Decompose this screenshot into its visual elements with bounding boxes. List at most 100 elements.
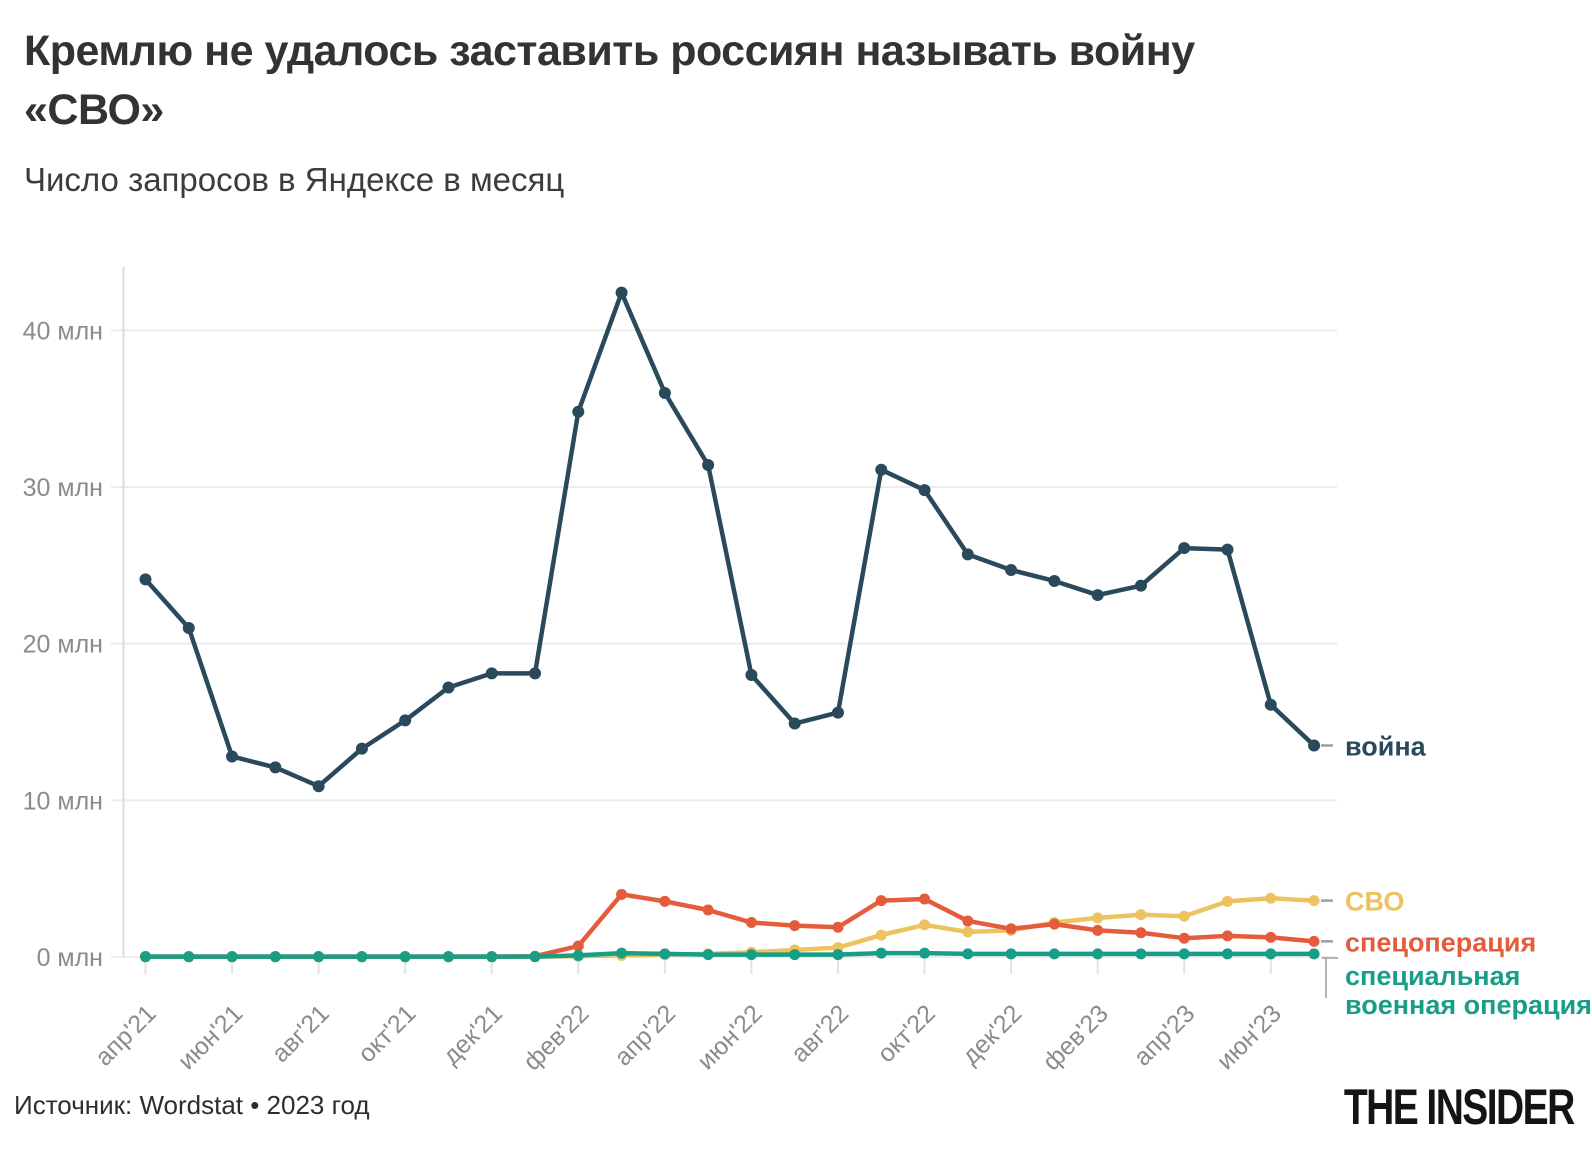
series-1-point — [1092, 912, 1104, 924]
series-3-point — [572, 949, 584, 961]
series-0-point — [269, 761, 282, 774]
series-0-point — [1134, 579, 1147, 592]
legend-label-3: специальная — [1345, 961, 1520, 991]
series-1-point — [1135, 909, 1147, 921]
series-2-point — [572, 940, 584, 952]
series-3-point — [269, 951, 281, 963]
series-2-point — [789, 920, 801, 932]
series-0-point — [1308, 739, 1321, 752]
series-0-point — [226, 750, 239, 763]
series-0-point — [875, 463, 888, 476]
series-2-point — [1265, 931, 1277, 943]
series-0-point — [658, 386, 671, 399]
series-3-point — [1135, 948, 1147, 960]
series-2-point — [616, 888, 628, 900]
series-3-point — [962, 948, 974, 960]
series-1-point — [1178, 910, 1190, 922]
series-3-point — [659, 948, 671, 960]
series-3-point — [1005, 948, 1017, 960]
series-2-point — [962, 915, 974, 927]
series-2-point — [702, 904, 714, 916]
series-1-point — [962, 926, 974, 938]
legend-label-2: спецоперация — [1345, 927, 1536, 957]
series-3-point — [226, 951, 238, 963]
series-2-point — [875, 895, 887, 907]
series-3-point — [1178, 948, 1190, 960]
chart-subtitle: Число запросов в Яндексе в месяц — [24, 160, 565, 198]
series-3-point — [1222, 948, 1233, 960]
y-tick-label: 30 млн — [23, 474, 103, 502]
x-tick-label: окт'21 — [353, 999, 422, 1068]
chart-header: Кремлю не удалось заставить россиян назы… — [24, 22, 1564, 199]
series-0-point — [442, 681, 455, 694]
x-tick-label: апр'23 — [1128, 999, 1200, 1070]
series-2-point — [832, 921, 844, 933]
series-3-point — [356, 951, 368, 963]
x-tick-label: фев'22 — [518, 999, 595, 1070]
x-tick-label: июн'22 — [692, 999, 768, 1070]
series-0-point — [788, 717, 801, 730]
series-2-point — [1005, 923, 1017, 935]
series-2-point — [1308, 935, 1320, 947]
series-0-point — [615, 286, 628, 299]
series-2-line — [143, 892, 1317, 959]
series-0-point — [399, 714, 412, 727]
x-tick-label: июн'21 — [173, 999, 249, 1070]
series-0-point — [831, 706, 844, 719]
y-tick-label: 40 млн — [23, 317, 103, 345]
series-1-line — [143, 895, 1317, 959]
source-note: Источник: Wordstat • 2023 год — [14, 1090, 370, 1120]
series-1-point — [1308, 895, 1320, 907]
series-3-point — [313, 951, 325, 963]
series-1-point — [1265, 892, 1277, 904]
series-0-point — [745, 668, 758, 681]
series-3-line — [143, 950, 1317, 959]
y-tick-label: 0 млн — [37, 944, 103, 972]
series-3-point — [1092, 948, 1104, 960]
series-3-point — [529, 951, 541, 963]
series-0-point — [961, 548, 974, 561]
series-2-point — [1048, 918, 1060, 930]
y-tick-label: 20 млн — [23, 631, 103, 659]
series-2-point — [659, 895, 671, 907]
series-2-point — [1135, 927, 1147, 939]
x-tick-label: дек'21 — [437, 999, 508, 1070]
series-1-point — [875, 929, 887, 941]
series-1-point — [919, 919, 931, 931]
series-2-point — [919, 893, 931, 905]
series-0-point — [529, 667, 542, 680]
series-3-point — [183, 951, 195, 963]
x-tick-label: окт'22 — [872, 999, 941, 1068]
x-tick-label: авг'22 — [786, 999, 855, 1068]
series-0-point — [1264, 698, 1277, 711]
series-3-point — [745, 949, 757, 961]
legend-bracket — [1322, 957, 1338, 998]
series-3-point — [442, 951, 454, 963]
series-3-point — [875, 947, 887, 959]
series-3-point — [1265, 948, 1277, 960]
series-0-point — [355, 742, 368, 755]
insider-logo: THE INSIDER — [1344, 1079, 1575, 1135]
legend-label-3: военная операция — [1345, 990, 1592, 1020]
series-3-point — [486, 951, 498, 963]
series-3-point — [1048, 948, 1060, 960]
series-2-point — [1178, 932, 1190, 944]
series-0-point — [485, 667, 498, 680]
series-3-point — [919, 947, 931, 959]
legend-label-0: война — [1345, 731, 1427, 761]
series-0-point — [139, 573, 152, 586]
series-3-point — [140, 951, 151, 963]
series-0-point — [572, 405, 585, 418]
x-tick-label: апр'22 — [609, 999, 681, 1070]
legend-label-1: СВО — [1345, 887, 1404, 917]
series-3-point — [702, 949, 714, 961]
y-tick-label: 10 млн — [23, 787, 103, 815]
x-tick-label: авг'21 — [266, 999, 335, 1068]
series-3-point — [789, 949, 801, 961]
series-3-point — [1308, 948, 1320, 960]
series-0-point — [312, 780, 325, 793]
series-0-point — [1048, 574, 1061, 587]
series-0-point — [702, 459, 715, 472]
series-0-point — [1005, 564, 1018, 577]
